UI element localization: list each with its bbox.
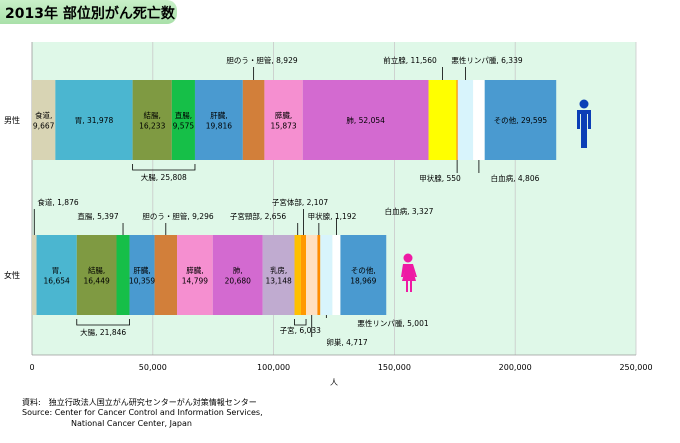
female-person-icon (401, 253, 417, 292)
source-line-1: 資料: 独立行政法人国立がん研究センターがん対策情報センター (22, 398, 257, 407)
group-label: 大腸, 25,808 (141, 172, 187, 182)
data-label: 肝臓, 10,359 (129, 265, 155, 286)
bar-segment-male-11 (473, 80, 485, 160)
bar-segment-female-10 (300, 235, 307, 315)
group-label: 大腸, 21,846 (80, 327, 126, 337)
bar-segment-male-4 (194, 80, 243, 160)
bar-segment-female-0 (32, 235, 37, 315)
bar-segment-female-12 (317, 235, 321, 315)
x-tick-label: 50,000 (139, 363, 167, 372)
category-label-1: 女性 (4, 270, 20, 280)
bar-segment-male-8 (428, 80, 457, 160)
male-person-icon (577, 99, 591, 148)
bar-segment-female-3 (116, 235, 130, 315)
group-bracket (294, 319, 307, 326)
bar-segment-male-7 (302, 80, 429, 160)
data-label: 膵臓, 15,873 (270, 110, 296, 131)
bar-segment-female-9 (294, 235, 301, 315)
data-label: 食道, 9,667 (33, 110, 55, 131)
male-body (577, 110, 591, 148)
bar-segment-male-12 (484, 80, 557, 160)
bar-segment-female-11 (306, 235, 318, 315)
data-label: 前立腺, 11,560 (383, 55, 437, 65)
source-line-2: Source: Center for Cancer Control and In… (22, 408, 263, 417)
bar-segment-female-1 (36, 235, 77, 315)
data-label: その他, 29,595 (494, 115, 548, 125)
data-label: 胆のう・胆管, 9,296 (142, 211, 213, 221)
group-label: 子宮, 6,033 (280, 325, 321, 335)
source-line-3: National Cancer Center, Japan (71, 419, 192, 428)
data-label: 子宮頸部, 2,656 (230, 211, 286, 221)
data-label: 白血病, 4,806 (491, 173, 540, 183)
bar-segment-female-2 (76, 235, 117, 315)
bar-segment-female-4 (129, 235, 155, 315)
bar-segment-female-15 (340, 235, 387, 315)
x-tick-label: 150,000 (378, 363, 411, 372)
bar-segment-male-2 (132, 80, 172, 160)
bar-segment-female-8 (262, 235, 295, 315)
category-label-0: 男性 (4, 115, 20, 125)
data-label: 直腸, 9,575 (173, 110, 195, 131)
male-head (579, 99, 589, 109)
data-label: 結腸, 16,233 (139, 110, 165, 131)
bar-segment-female-7 (212, 235, 263, 315)
female-body (401, 264, 417, 292)
x-tick-label: 250,000 (619, 363, 652, 372)
data-label: その他, 18,969 (350, 265, 376, 286)
data-label: 結腸, 16,449 (84, 265, 110, 286)
x-tick-label: 200,000 (499, 363, 532, 372)
data-label: 直腸, 5,397 (77, 211, 118, 221)
bar-segment-female-6 (177, 235, 213, 315)
data-label: 胆のう・胆管, 8,929 (226, 55, 297, 65)
data-label: 子宮体部, 2,107 (272, 197, 328, 207)
bar-segment-male-1 (55, 80, 133, 160)
data-label: 膵臓, 14,799 (182, 265, 208, 286)
bar-segment-female-13 (320, 235, 333, 315)
chart-title: 2013年 部位別がん死亡数 (5, 6, 175, 22)
data-label: 肝臓, 19,816 (206, 110, 232, 131)
data-label: 白血病, 3,327 (385, 206, 434, 216)
data-label: 卵巣, 4,717 (326, 337, 367, 347)
bar-segment-male-5 (242, 80, 265, 160)
data-label: 悪性リンパ腫, 6,339 (451, 55, 522, 65)
female-head (403, 253, 413, 263)
data-label: 悪性リンパ腫, 5,001 (357, 318, 428, 328)
chart-canvas: 0 50,000 100,000 150,000 200,000 250,000人男性食道… (4, 42, 653, 387)
bar-segment-female-14 (332, 235, 341, 315)
data-label: 胃, 31,978 (75, 116, 114, 125)
data-label: 肺, 20,680 (225, 266, 251, 286)
group-bracket (132, 164, 196, 171)
data-label: 甲状腺, 1,192 (308, 211, 357, 221)
bar-segment-male-6 (264, 80, 303, 160)
data-label: 食道, 1,876 (37, 197, 78, 207)
data-label: 胃, 16,654 (44, 266, 70, 286)
bar-segment-male-3 (171, 80, 195, 160)
data-label: 乳房, 13,148 (266, 265, 292, 286)
x-axis-label: 人 (330, 378, 338, 387)
bar-segment-male-0 (32, 80, 56, 160)
bar-segment-female-5 (154, 235, 178, 315)
x-tick-label: 100,000 (257, 363, 290, 372)
bar-segment-male-9 (456, 80, 458, 160)
data-label: 甲状腺, 550 (419, 173, 461, 183)
bar-segment-male-10 (457, 80, 474, 160)
x-tick-label: 0 (29, 363, 34, 372)
group-bracket (76, 319, 130, 326)
title-banner (0, 0, 177, 24)
data-label: 肺, 52,054 (346, 116, 385, 125)
